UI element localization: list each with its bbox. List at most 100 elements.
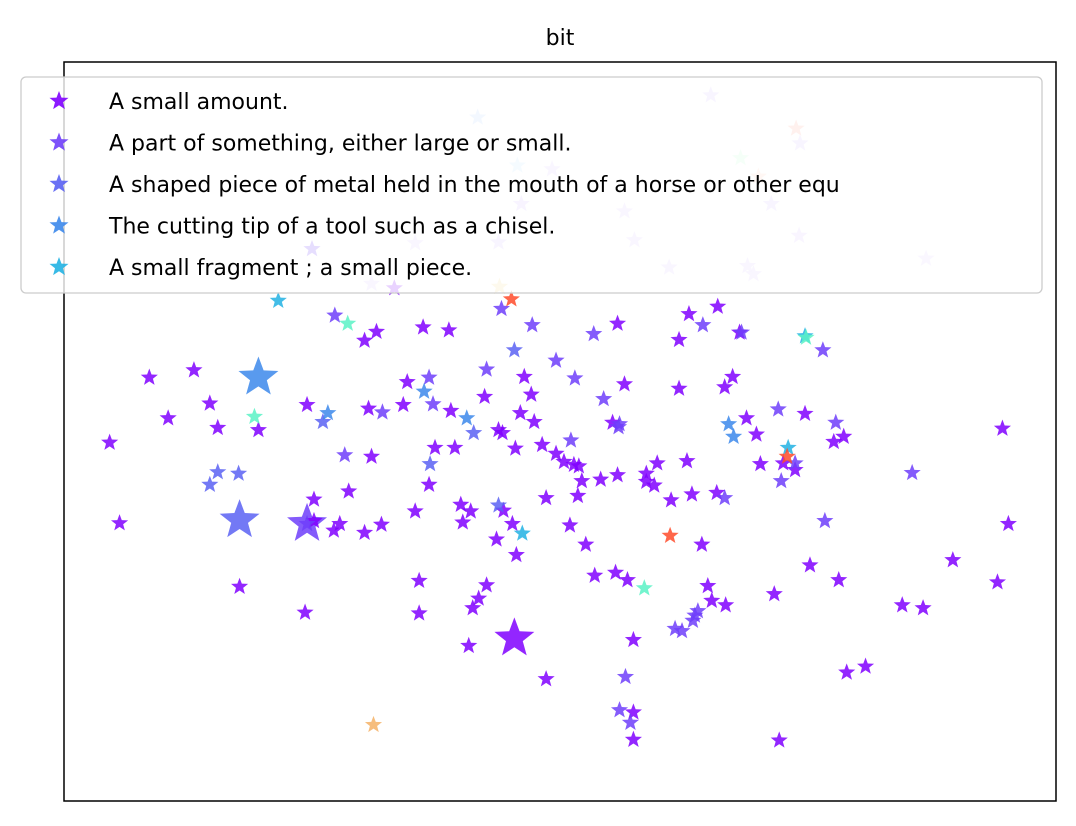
data-point-series-0 xyxy=(670,379,688,396)
data-point-series-0 xyxy=(394,395,412,413)
data-point-series-3 xyxy=(415,382,433,399)
data-point-series-5 xyxy=(635,579,653,596)
data-point-series-1 xyxy=(298,514,316,532)
data-point-series-1 xyxy=(673,622,691,639)
data-point-series-0 xyxy=(573,472,591,489)
data-point-series-0 xyxy=(537,489,555,506)
data-point-series-0 xyxy=(362,447,381,464)
legend-label: A shaped piece of metal held in the mout… xyxy=(109,173,840,198)
data-point-series-0 xyxy=(586,566,604,583)
legend-marker xyxy=(49,215,69,234)
data-point-series-0 xyxy=(201,394,219,411)
data-point-series-0 xyxy=(703,591,721,609)
data-point-series-1 xyxy=(373,403,391,420)
data-point-series-1 xyxy=(616,667,635,685)
data-point-series-0 xyxy=(624,630,642,648)
data-point-series-0 xyxy=(296,603,314,620)
data-point-series-1 xyxy=(547,351,565,368)
data-point-series-1 xyxy=(336,446,354,463)
data-point-series-1 xyxy=(786,454,804,471)
data-point-series-4 xyxy=(779,438,797,456)
data-point-series-0 xyxy=(305,490,323,507)
data-point-series-1 xyxy=(595,389,613,407)
data-point-series-0 xyxy=(446,438,464,456)
data-point-series-0 xyxy=(525,412,543,430)
data-point-series-2 xyxy=(465,423,483,441)
data-point-series-1 xyxy=(523,316,541,333)
data-point-series-1 xyxy=(814,341,832,358)
legend: A small amount. A part of something, eith… xyxy=(20,76,1043,294)
data-point-series-1 xyxy=(585,324,603,342)
data-point-series-0 xyxy=(856,657,875,674)
legend-label: A part of something, either large or sma… xyxy=(109,132,571,157)
data-point-series-0 xyxy=(442,401,460,419)
legend-label: A small amount. xyxy=(109,90,289,115)
data-point-series-0 xyxy=(231,577,249,594)
data-point-series-5 xyxy=(245,407,264,424)
data-point-series-0 xyxy=(765,585,783,602)
data-point-series-0 xyxy=(470,589,488,606)
data-point-series-1 xyxy=(666,619,684,637)
data-point-series-0 xyxy=(618,571,637,588)
data-point-series-0 xyxy=(460,636,478,654)
data-point-series-1 xyxy=(689,602,707,619)
data-point-series-0 xyxy=(452,495,470,512)
data-point-series-0 xyxy=(506,439,524,456)
data-point-series-3 xyxy=(319,404,337,421)
data-point-series-0 xyxy=(835,427,853,444)
data-point-series-0 xyxy=(410,571,428,589)
data-point-series-1 xyxy=(827,413,845,430)
data-point-series-0 xyxy=(801,556,819,573)
data-point-series-2 xyxy=(314,412,332,430)
data-point-series-1 xyxy=(716,489,734,506)
data-point-series-0 xyxy=(305,511,323,529)
data-point-series-2 xyxy=(209,463,227,480)
data-point-series-0 xyxy=(110,514,129,531)
data-point-series-1 xyxy=(732,323,751,340)
data-point-series-7 xyxy=(364,715,383,733)
data-point-series-0 xyxy=(533,435,551,453)
data-point-series-0 xyxy=(359,399,378,416)
data-point-series-0 xyxy=(724,367,742,385)
data-point-series-0 xyxy=(331,514,349,532)
data-point-series-0 xyxy=(770,731,788,748)
data-point-series-0 xyxy=(838,663,856,680)
data-point-series-0 xyxy=(624,703,642,720)
data-point-series-4 xyxy=(269,291,287,308)
data-point-series-0 xyxy=(367,322,386,340)
data-point-series-0 xyxy=(709,297,727,314)
data-point-series-0 xyxy=(522,385,540,402)
data-point-series-0 xyxy=(708,483,726,501)
data-point-series-1 xyxy=(478,360,496,377)
data-point-series-0 xyxy=(716,378,734,395)
data-point-series-0 xyxy=(796,404,814,422)
data-point-series-0 xyxy=(693,535,711,552)
data-point-series-0 xyxy=(914,599,932,616)
legend-marker xyxy=(49,174,69,193)
data-point-series-1 xyxy=(903,463,921,481)
data-point-series-0 xyxy=(606,563,625,580)
large-data-point xyxy=(238,356,279,395)
data-point-series-0 xyxy=(678,452,696,469)
data-point-series-6 xyxy=(502,290,520,307)
data-point-series-0 xyxy=(993,419,1011,436)
data-point-series-1 xyxy=(492,299,511,317)
data-point-series-0 xyxy=(830,571,848,588)
data-point-series-0 xyxy=(570,457,588,474)
data-point-series-0 xyxy=(440,321,458,338)
plot-frame xyxy=(63,61,1057,802)
data-point-series-0 xyxy=(325,521,343,538)
data-point-series-0 xyxy=(893,596,911,613)
data-point-series-0 xyxy=(561,516,579,533)
data-point-series-0 xyxy=(406,502,424,519)
data-point-series-0 xyxy=(159,409,177,426)
legend-entries: A small amount. A part of something, eith… xyxy=(49,90,840,281)
data-point-series-1 xyxy=(610,701,629,718)
legend-marker xyxy=(49,257,69,276)
data-point-series-0 xyxy=(420,475,438,492)
data-point-series-0 xyxy=(454,513,472,530)
data-point-series-0 xyxy=(298,395,316,413)
data-point-series-1 xyxy=(621,713,639,730)
data-point-series-0 xyxy=(645,476,663,493)
